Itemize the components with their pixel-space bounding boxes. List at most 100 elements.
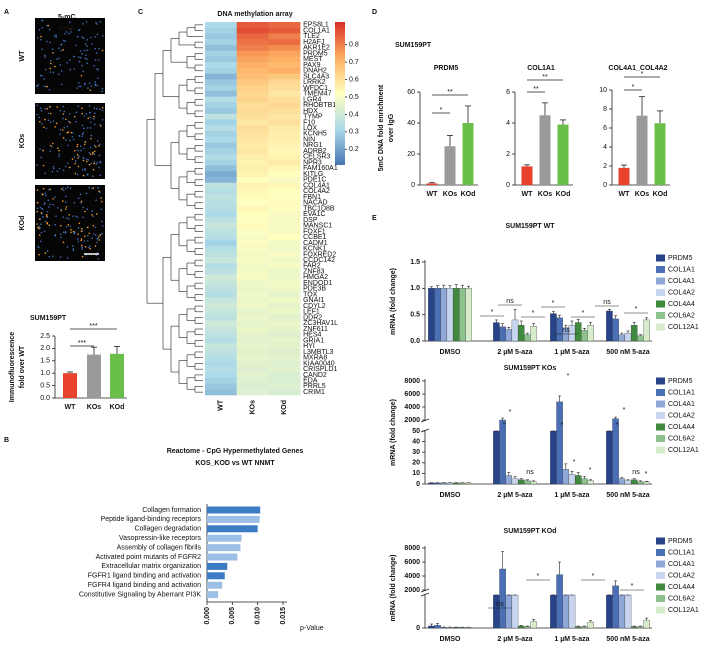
heatmap-cell	[205, 96, 237, 103]
heatmap-cell	[236, 314, 269, 321]
bar	[207, 581, 223, 589]
nucleus-dot	[98, 59, 100, 61]
nucleus-dot	[87, 246, 90, 249]
methylation-dot	[67, 224, 70, 226]
x-tick-label: KOs	[87, 404, 102, 411]
bar	[574, 475, 582, 485]
y-tick-label: 30	[412, 449, 420, 456]
bar	[556, 574, 563, 629]
nucleus-dot	[36, 37, 39, 39]
legend-swatch	[656, 412, 665, 419]
heatmap-cell	[236, 39, 269, 46]
nucleus-dot	[84, 43, 87, 45]
x-tick-label: 1 µM 5-aza	[554, 636, 589, 643]
methylation-dot	[52, 52, 54, 54]
significance-label: ns	[603, 299, 611, 306]
image-row-label: KOd	[19, 216, 26, 231]
y-tick-label: 4	[603, 144, 607, 151]
legend-label: COL1A1	[668, 549, 695, 556]
legend-swatch	[656, 266, 665, 273]
gene-label: FOXRED2	[303, 251, 336, 258]
micrograph	[35, 18, 105, 94]
nucleus-dot	[47, 119, 50, 122]
methylation-dot	[42, 164, 45, 167]
chart-title: SUM159PT KOs	[504, 365, 557, 372]
heatmap-cell	[236, 320, 269, 327]
gene-label: CRISPLD1	[303, 366, 337, 373]
gene-label: DNAH2	[303, 68, 327, 75]
heatmap-cell	[236, 85, 269, 92]
nucleus-dot	[48, 88, 51, 91]
heatmap-cell	[205, 308, 237, 315]
y-tick-label: 6	[603, 125, 607, 132]
y-tick-label: 4000	[404, 573, 420, 580]
gene-label: NPR3	[303, 159, 322, 166]
nucleus-dot	[77, 81, 80, 84]
nucleus-dot	[101, 35, 104, 37]
nucleus-dot	[98, 154, 101, 157]
nucleus-dot	[40, 38, 42, 41]
x-tick-label: KOd	[653, 191, 668, 198]
heatmap-cell	[236, 217, 269, 224]
bar	[524, 480, 531, 485]
bar	[428, 482, 435, 485]
column-label: KOd	[281, 400, 288, 415]
nucleus-dot	[41, 48, 43, 51]
methylation-dot	[36, 223, 38, 225]
heatmap-cell	[268, 343, 301, 350]
heatmap-cell	[268, 159, 301, 166]
bar	[462, 123, 474, 185]
gene-label: TYMP	[303, 114, 323, 121]
nucleus-dot	[44, 172, 47, 175]
heatmap-cell	[205, 33, 237, 40]
chart-title: PRDM5	[434, 65, 459, 72]
y-tick-label: 0.5	[410, 312, 420, 319]
category-label: Activated point mutants of FGFR2	[96, 554, 202, 561]
legend-swatch	[656, 400, 665, 408]
nucleus-dot	[68, 139, 71, 142]
legend-label: COL6A2	[668, 435, 695, 442]
legend-label: COL6A2	[668, 595, 695, 602]
nucleus-dot	[72, 132, 74, 134]
nucleus-dot	[43, 78, 46, 80]
heatmap-cell	[268, 27, 301, 34]
methylation-dot	[46, 108, 49, 110]
gene-label: HMGA2	[303, 274, 328, 281]
bar	[517, 479, 525, 485]
nucleus-dot	[60, 49, 62, 52]
methylation-dot	[88, 163, 91, 166]
nucleus-dot	[90, 85, 93, 87]
x-tick-label: 1 µM 5-aza	[554, 349, 589, 356]
heatmap-cell	[205, 211, 237, 218]
nucleus-dot	[46, 24, 48, 27]
nucleus-dot	[88, 151, 91, 154]
nucleus-dot	[65, 187, 67, 190]
heatmap-cell	[205, 119, 237, 126]
axis-break-mark	[420, 418, 430, 423]
methylation-dot	[49, 144, 52, 147]
heatmap-cell	[236, 360, 269, 367]
heatmap-cell	[205, 240, 237, 247]
heatmap-cell	[205, 188, 237, 195]
methylation-dot	[77, 233, 79, 235]
image-row-label: KOs	[19, 134, 26, 149]
nucleus-dot	[77, 149, 79, 152]
nucleus-dot	[82, 23, 84, 25]
nucleus-dot	[84, 82, 86, 85]
nucleus-dot	[39, 206, 42, 209]
nucleus-dot	[41, 19, 44, 22]
gene-label: CRIM1	[303, 389, 325, 396]
legend-label: PRDM5	[668, 378, 693, 385]
methylation-dot	[85, 160, 88, 163]
bar	[440, 627, 448, 629]
heatmap-cell	[268, 73, 301, 80]
x-tick-label: 500 nM 5-aza	[606, 349, 649, 356]
methylation-dot	[46, 222, 49, 224]
nucleus-dot	[91, 187, 93, 190]
nucleus-dot	[89, 146, 92, 149]
nucleus-dot	[84, 49, 86, 52]
heatmap-cell	[236, 331, 269, 338]
bar	[637, 481, 644, 485]
gene-label: PDE1C	[303, 177, 326, 184]
nucleus-dot	[47, 199, 50, 202]
